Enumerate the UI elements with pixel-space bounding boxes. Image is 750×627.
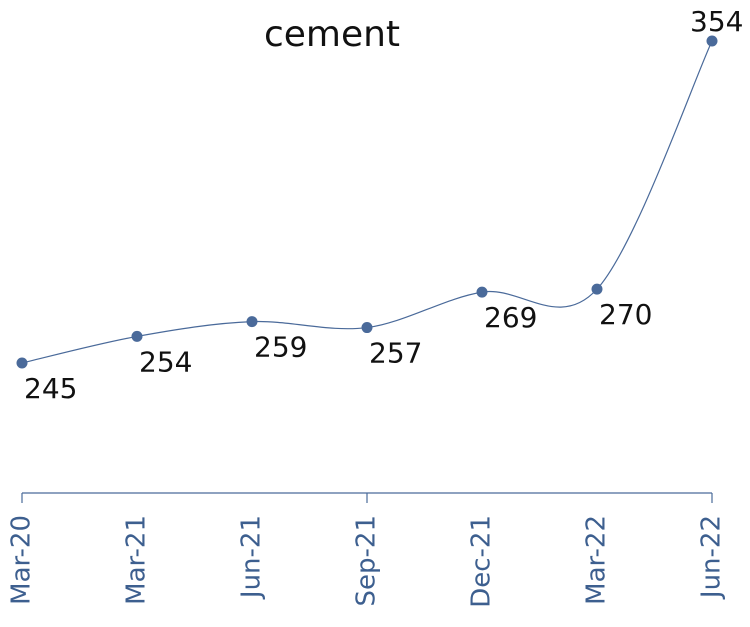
data-label: 257 [369,337,422,370]
x-tick-label: Jun-21 [237,515,267,600]
x-tick-label: Dec-21 [467,515,497,608]
data-label: 254 [139,345,192,378]
x-tick-label: Mar-21 [122,515,152,605]
data-label: 259 [254,331,307,364]
point [476,286,488,298]
data-label: 245 [24,372,77,405]
data-label: 354 [690,5,743,38]
data-label: 270 [599,298,652,331]
chart-title: cement [264,14,400,55]
data-label: 269 [484,301,537,334]
point [706,35,718,47]
x-tick-label: Mar-20 [7,515,37,605]
x-tick-label: Sep-21 [352,515,382,606]
x-tick-label: Jun-22 [697,515,727,600]
x-tick-label: Mar-22 [582,515,612,605]
point [131,330,143,342]
point [361,322,373,334]
point [16,357,28,369]
point [591,283,603,295]
point [246,316,258,328]
